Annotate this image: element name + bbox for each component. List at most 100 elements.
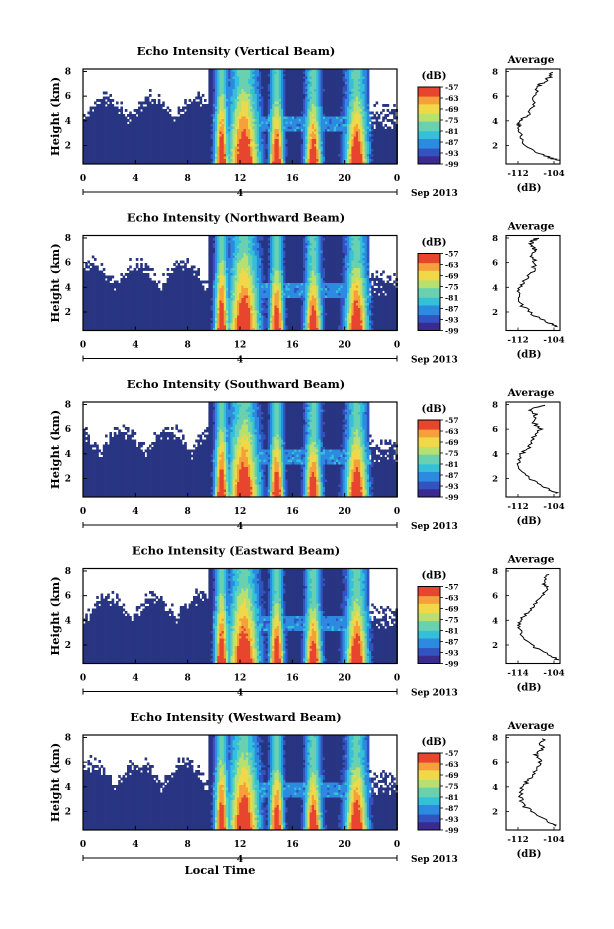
heatmap-cell (168, 141, 172, 145)
heatmap-cell (146, 146, 150, 150)
heatmap-cell (206, 116, 209, 120)
heatmap-cell (149, 101, 152, 105)
heatmap-cell (142, 124, 145, 127)
heatmap-cell (173, 151, 176, 155)
heatmap-cell (223, 159, 227, 162)
heatmap-cell (85, 139, 88, 142)
heatmap-cell (142, 144, 145, 147)
heatmap-cell (100, 149, 104, 152)
heatmap-cell (102, 114, 106, 117)
heatmap-cell (109, 111, 112, 115)
heatmap-cell (219, 146, 222, 150)
heatmap-cell (94, 144, 97, 147)
heatmap-cell (184, 106, 187, 110)
heatmap-cell (151, 139, 154, 142)
heatmap-cell (215, 139, 218, 142)
heatmap-cell (388, 126, 392, 130)
heatmap-cell (100, 104, 104, 107)
heatmap-cell (149, 151, 152, 155)
heatmap-cell (188, 126, 192, 130)
heatmap-cell (173, 154, 176, 157)
heatmap-cell (105, 141, 108, 145)
heatmap-cell (179, 126, 183, 130)
heatmap-cell (91, 161, 95, 165)
heatmap-cell (217, 111, 220, 115)
heatmap-cell (124, 151, 128, 155)
heatmap-cell (102, 268, 106, 271)
heatmap-cell (210, 91, 214, 95)
heatmap-cell (179, 119, 183, 122)
heatmap-cell (186, 156, 189, 160)
heatmap-cell (201, 121, 205, 125)
heatmap-cell (100, 270, 104, 274)
heatmap-cell (118, 136, 121, 140)
heatmap-cell (221, 104, 225, 107)
heatmap-cell (199, 111, 203, 115)
heatmap-cell (366, 109, 370, 112)
heatmap-cell (188, 161, 192, 165)
heatmap-cell (162, 139, 165, 142)
heatmap-cell (105, 149, 108, 152)
heatmap-cell (118, 126, 121, 130)
heatmap-cell (89, 109, 93, 112)
heatmap-cell (120, 151, 123, 155)
heatmap-cell (153, 156, 156, 160)
heatmap-cell (162, 146, 165, 150)
heatmap-cell (366, 76, 370, 80)
heatmap-cell (131, 154, 134, 157)
heatmap-cell (221, 69, 225, 72)
heatmap-cell (201, 106, 205, 110)
heatmap-cell (155, 136, 159, 140)
heatmap-cell (155, 124, 159, 127)
heatmap-cell (102, 96, 106, 100)
heatmap-cell (179, 134, 183, 137)
heatmap-cell (173, 139, 176, 142)
heatmap-cell (182, 114, 185, 117)
heatmap-cell (221, 139, 225, 142)
heatmap-cell (386, 114, 390, 117)
heatmap-cell (135, 144, 139, 147)
heatmap-cell (142, 136, 145, 140)
heatmap-cell (146, 149, 150, 152)
heatmap-cell (382, 109, 385, 112)
heatmap-cell (144, 149, 148, 152)
heatmap-cell (160, 156, 163, 160)
heatmap-cell (135, 121, 139, 125)
heatmap-cell (173, 121, 176, 125)
heatmap-cell (155, 161, 159, 165)
heatmap-cell (171, 141, 174, 145)
heatmap-cell (210, 74, 214, 77)
heatmap-cell (197, 161, 200, 165)
heatmap-cell (116, 124, 119, 127)
heatmap-cell (91, 144, 95, 147)
heatmap-cell (96, 124, 99, 127)
heatmap-cell (96, 149, 99, 152)
heatmap-cell (109, 109, 112, 112)
heatmap-cell (366, 96, 370, 100)
heatmap-cell (89, 121, 93, 125)
heatmap-cell (226, 86, 229, 90)
heatmap-cell (153, 139, 156, 142)
heatmap-cell (96, 109, 99, 112)
heatmap-cell (96, 121, 99, 125)
heatmap-cell (182, 131, 185, 135)
heatmap-cell (186, 119, 189, 122)
heatmap-cell (217, 71, 220, 75)
heatmap-cell (223, 71, 227, 75)
heatmap-cell (208, 154, 211, 157)
heatmap-cell (129, 159, 132, 162)
heatmap-cell (223, 81, 227, 85)
heatmap-cell (188, 154, 192, 157)
heatmap-cell (201, 149, 205, 152)
heatmap-cell (116, 109, 119, 112)
heatmap-cell (111, 119, 115, 122)
heatmap-cell (91, 141, 95, 145)
heatmap-cell (179, 144, 183, 147)
heatmap-cell (98, 126, 101, 130)
colorbar-tick-label: -57 (445, 83, 459, 92)
heatmap-cell (89, 116, 93, 120)
heatmap-cell (109, 149, 112, 152)
heatmap-cell (142, 146, 145, 150)
heatmap-cell (138, 114, 141, 117)
heatmap-cell (138, 119, 141, 122)
